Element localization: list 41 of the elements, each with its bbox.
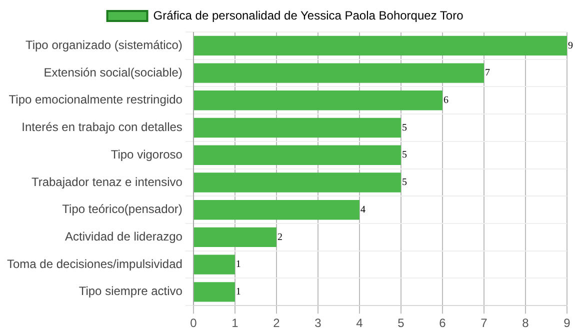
- x-tick-label: 5: [398, 316, 405, 330]
- data-label: 4: [360, 204, 366, 216]
- y-tick-label: Tipo vigoroso: [110, 147, 183, 162]
- y-tick-label: Tipo emocionalmente restringido: [8, 92, 183, 107]
- x-tick-label: 8: [522, 316, 530, 330]
- data-label: 2: [277, 232, 282, 243]
- x-tick-label: 9: [564, 316, 571, 330]
- y-tick-label: Extensión social(sociable): [44, 65, 182, 80]
- x-tick-label: 7: [480, 316, 488, 330]
- x-tick-label: 4: [356, 316, 364, 330]
- bar: [194, 118, 401, 138]
- bar: [194, 90, 442, 110]
- y-tick-label: Trabajador tenaz e intensivo: [31, 174, 183, 189]
- bar: [194, 282, 235, 302]
- bar: [194, 227, 276, 248]
- x-tick-label: 0: [190, 316, 198, 330]
- bar: [194, 63, 484, 83]
- y-tick-label: Tipo siempre activo: [78, 284, 183, 298]
- data-label: 1: [236, 286, 241, 298]
- y-tick-label: Tipo organizado (sistemático): [25, 38, 182, 52]
- data-label: 5: [402, 177, 407, 188]
- data-label: 1: [236, 259, 241, 270]
- bar: [194, 145, 401, 165]
- bar: [194, 172, 401, 192]
- y-tick-label: Interés en trabajo con detalles: [22, 120, 182, 134]
- data-label: 5: [402, 150, 407, 161]
- x-tick-label: 2: [273, 316, 280, 330]
- bar: [194, 254, 235, 274]
- x-tick-label: 1: [232, 316, 239, 330]
- x-tick-label: 3: [314, 316, 322, 330]
- y-tick-label: Tipo teórico(pensador): [62, 202, 182, 216]
- y-tick-label: Toma de decisiones/impulsividad: [6, 256, 182, 271]
- bar: [194, 36, 567, 56]
- legend-label: Gráfica de personalidad de Yessica Paola Bohorquez Toro: [153, 8, 464, 22]
- y-tick-label: Actividad de liderazgo: [65, 230, 183, 244]
- x-tick-label: 6: [439, 316, 446, 330]
- data-label: 7: [484, 68, 490, 79]
- data-label: 9: [568, 40, 573, 52]
- data-label: 6: [443, 95, 448, 106]
- data-label: 5: [402, 122, 407, 134]
- bar: [194, 200, 360, 220]
